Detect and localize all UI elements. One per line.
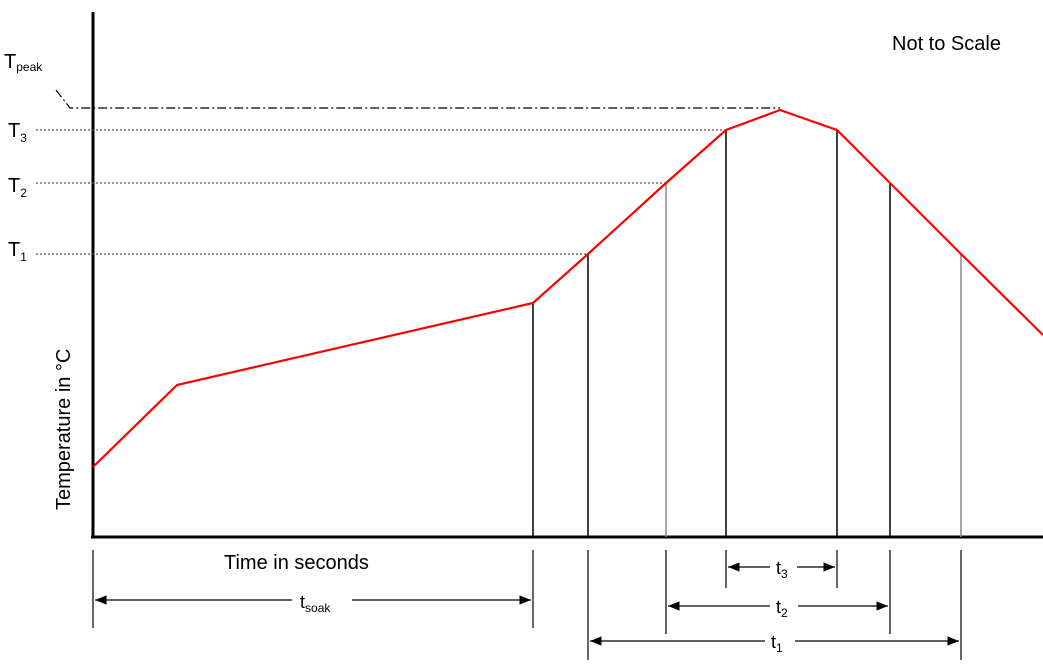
t2-interval-label: t2: [776, 597, 788, 620]
t1-label: T1: [8, 239, 27, 264]
t3-label: T3: [8, 120, 27, 145]
y-axis-label: Temperature in °C: [53, 349, 75, 510]
tsoak-label: tsoak: [300, 592, 331, 615]
t2-label: T2: [8, 175, 27, 200]
t3-interval-label: t3: [776, 558, 788, 581]
x-axis-label: Time in seconds: [224, 552, 369, 574]
not-to-scale-note: Not to Scale: [892, 33, 1001, 55]
tpeak-label: Tpeak: [4, 51, 43, 74]
tpeak-guide-line: [55, 89, 780, 109]
temperature-profile-curve: [92, 108, 1043, 468]
t1-interval-label: t1: [771, 632, 783, 655]
